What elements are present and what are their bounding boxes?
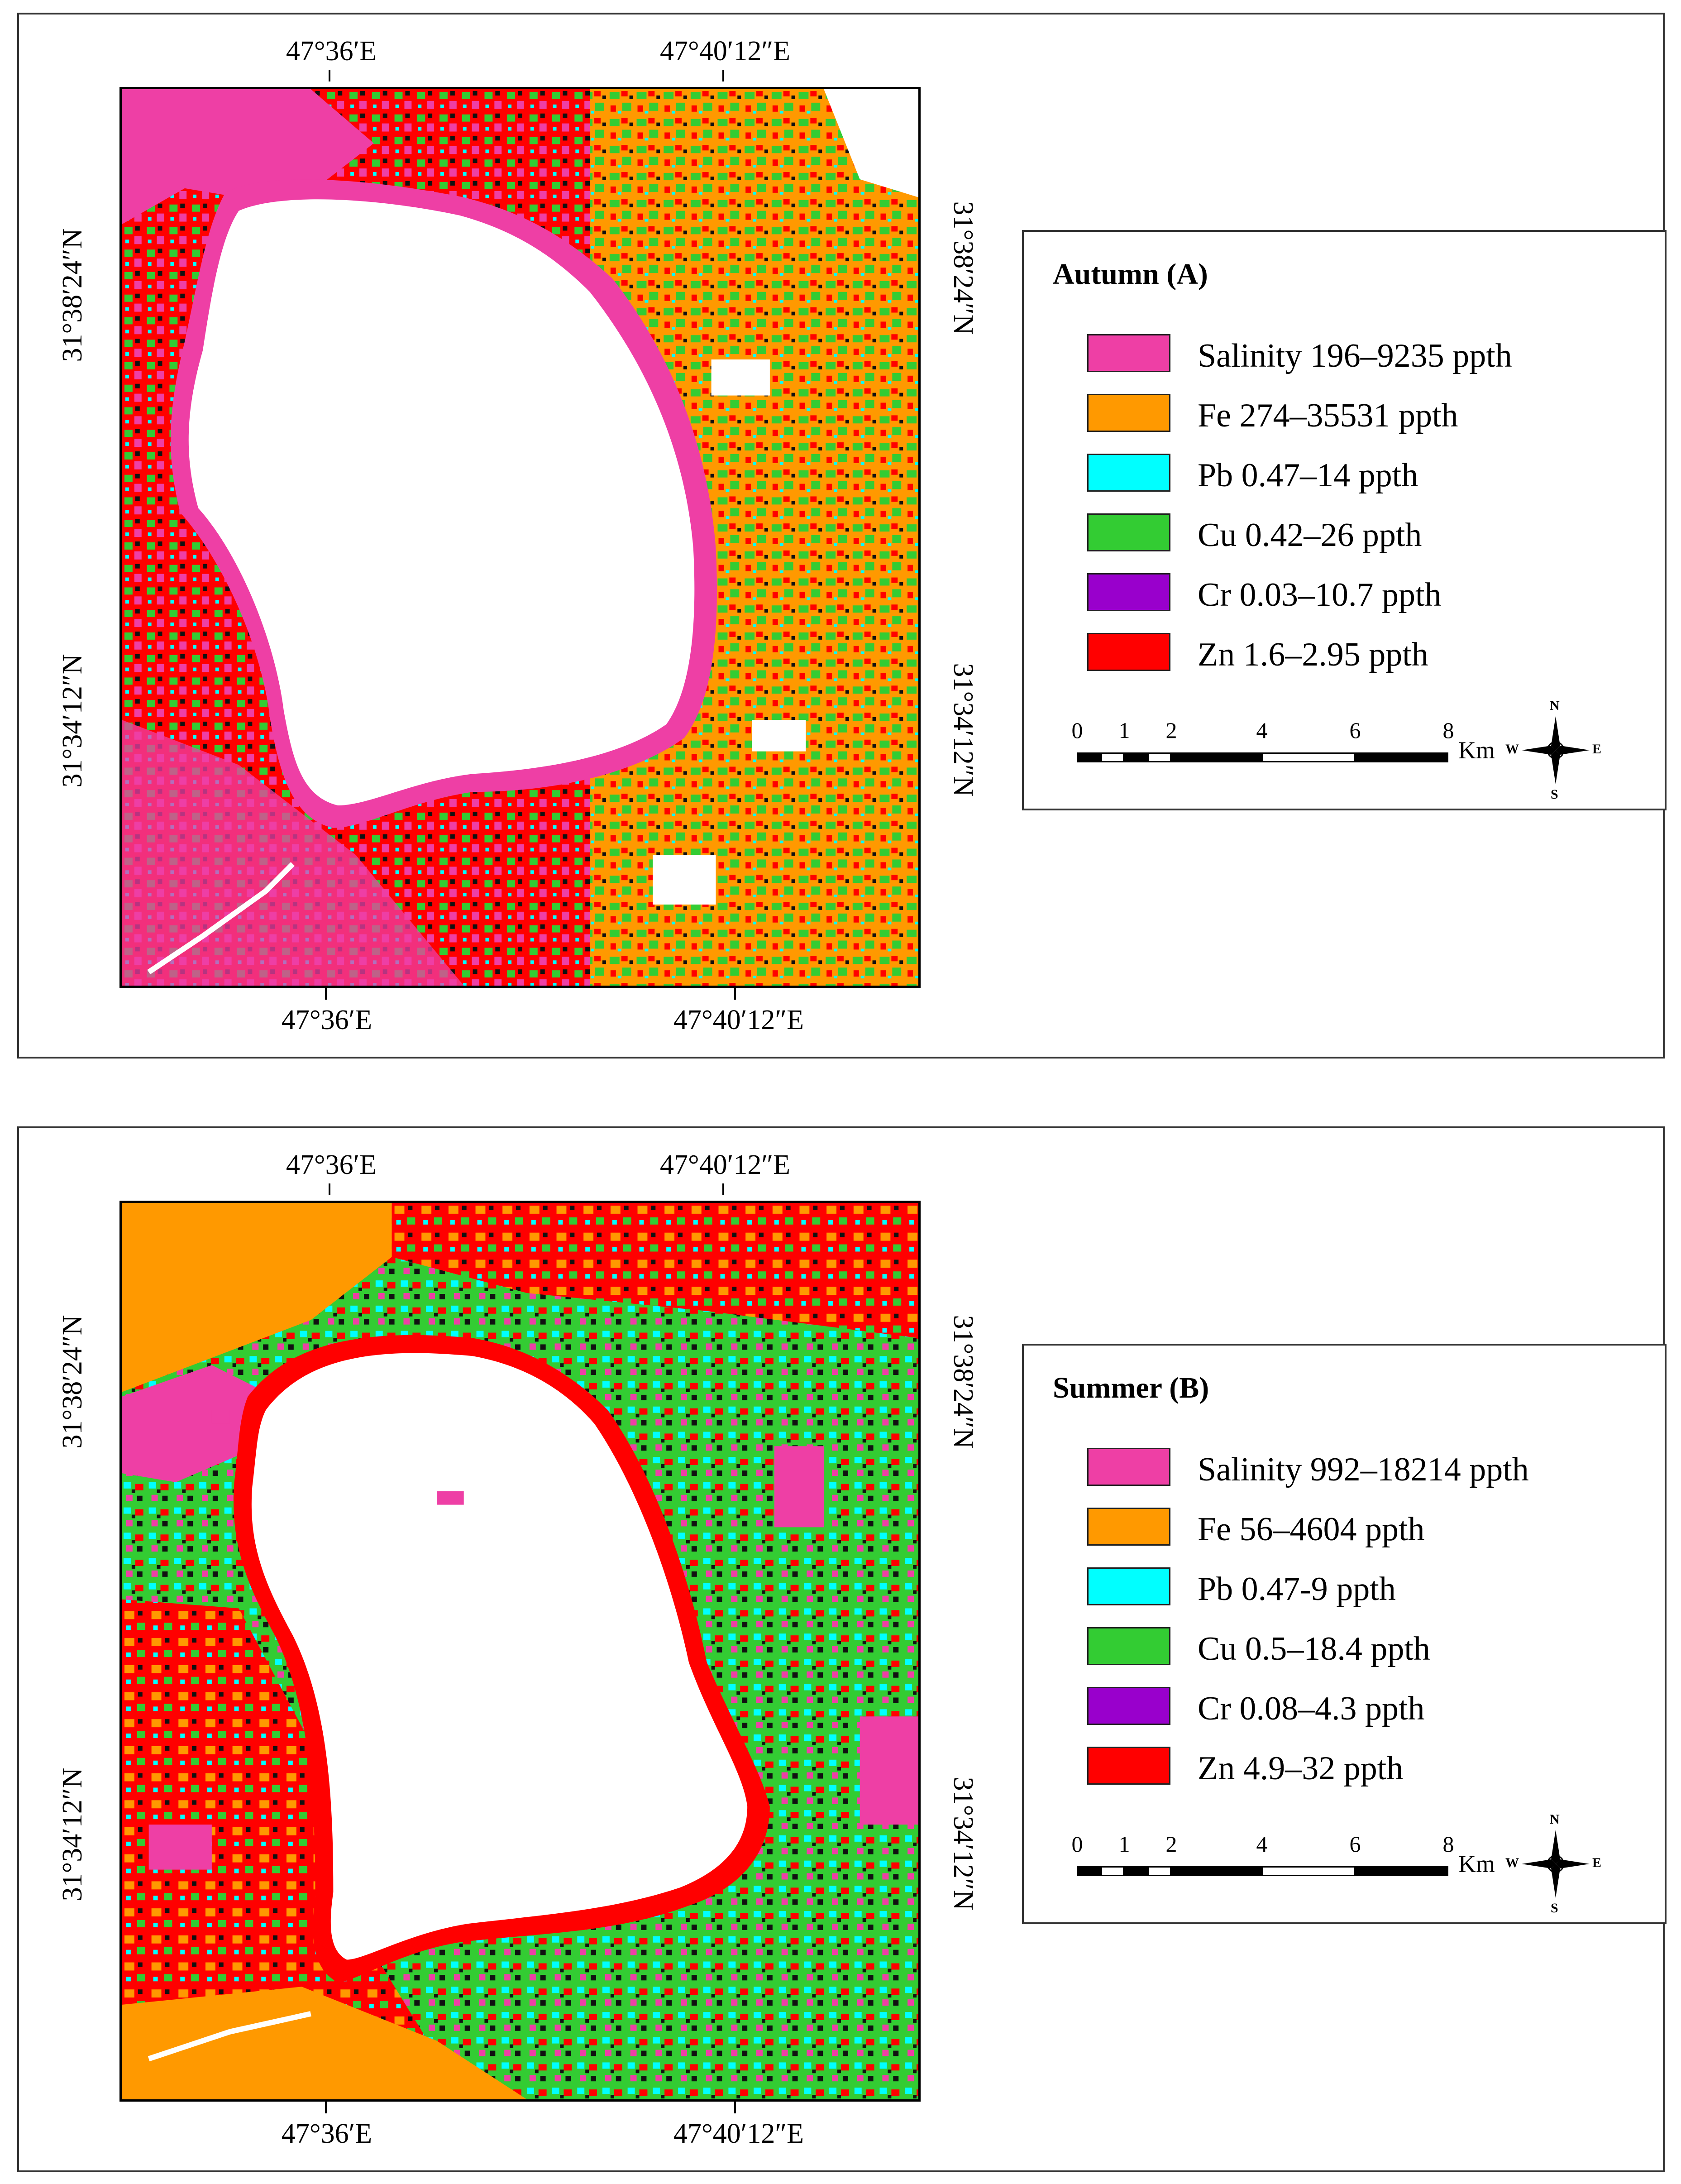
right-lat-label-1: 31°38′24″N (948, 1315, 979, 1449)
legend-autumn: Autumn (A) Salinity 196–9235 ppth Fe 274… (1022, 230, 1667, 810)
legend-title: Summer (B) (1053, 1371, 1209, 1404)
scale-tick-label: 8 (1442, 1831, 1454, 1857)
scale-tick-label: 4 (1256, 1831, 1268, 1857)
legend-label: Cu 0.5–18.4 ppth (1198, 1630, 1430, 1667)
legend-label: Zn 1.6–2.95 ppth (1198, 636, 1428, 673)
scale-tick-label: 1 (1118, 1831, 1130, 1857)
scale-unit: Km (1458, 737, 1495, 764)
right-lat-label-1: 31°38′24″N (948, 201, 979, 335)
scale-tick-label: 4 (1256, 718, 1268, 743)
legend-label: Cr 0.08–4.3 ppth (1198, 1690, 1425, 1727)
tick (325, 988, 327, 1000)
left-lat-label-2: 31°34′12″N (57, 1767, 88, 1901)
compass-n: N (1550, 1812, 1560, 1827)
legend-swatch (1087, 1627, 1170, 1665)
legend-summer: Summer (B) Salinity 992–18214 ppth Fe 56… (1022, 1344, 1667, 1924)
legend-label: Fe 274–35531 ppth (1198, 397, 1458, 434)
panel-autumn: 47°36′E 47°40′12″E 31°38′24″N 31°34′12″N… (17, 13, 1667, 1058)
scale-tick-label: 2 (1165, 1831, 1177, 1857)
tick (325, 2102, 327, 2113)
scale-tick-label: 0 (1071, 1831, 1083, 1857)
scale-bar: 0 1 2 4 6 8 (1072, 1831, 1454, 1879)
north-arrow-icon: N S W E (1505, 698, 1601, 802)
legend-label: Cr 0.03–10.7 ppth (1198, 576, 1442, 613)
map-autumn (119, 87, 921, 988)
top-lon-label-1: 47°36′E (286, 36, 377, 67)
tick (734, 988, 736, 1000)
legend-swatch (1087, 513, 1170, 551)
left-lat-label-2: 31°34′12″N (57, 654, 88, 788)
legend-swatch (1087, 1508, 1170, 1546)
scale-bar: 0 1 2 4 6 8 (1072, 718, 1454, 765)
legend-title: Autumn (A) (1053, 258, 1208, 291)
legend-swatch (1087, 633, 1170, 671)
bottom-lon-label-1: 47°36′E (281, 1005, 372, 1035)
compass-w: W (1505, 742, 1519, 757)
scale-tick-label: 2 (1165, 718, 1177, 743)
right-lat-label-2: 31°34′12″N (948, 663, 979, 797)
bottom-lon-label-2: 47°40′12″E (673, 1005, 804, 1035)
legend-label: Pb 0.47–14 ppth (1198, 457, 1418, 494)
legend-swatch (1087, 394, 1170, 432)
right-lat-label-2: 31°34′12″N (948, 1777, 979, 1911)
legend-swatch (1087, 1567, 1170, 1605)
scale-tick-label: 0 (1071, 718, 1083, 743)
bottom-lon-label-2: 47°40′12″E (673, 2118, 804, 2149)
classification-map-summer (122, 1203, 918, 2099)
tick (329, 70, 330, 81)
legend-label: Zn 4.9–32 ppth (1198, 1750, 1404, 1787)
top-lon-label-2: 47°40′12″E (659, 36, 791, 67)
legend-swatch (1087, 1448, 1170, 1486)
tick (722, 70, 724, 81)
legend-swatch (1087, 1747, 1170, 1785)
legend-swatch (1087, 1687, 1170, 1725)
compass-n: N (1550, 698, 1560, 713)
left-lat-label-1: 31°38′24″N (57, 228, 88, 362)
scale-tick-label: 6 (1349, 718, 1361, 743)
legend-swatch (1087, 334, 1170, 372)
left-lat-label-1: 31°38′24″N (57, 1315, 88, 1449)
compass-w: W (1505, 1855, 1519, 1870)
top-lon-label-1: 47°36′E (286, 1149, 377, 1180)
legend-swatch (1087, 573, 1170, 611)
tick (722, 1183, 724, 1195)
classification-map-autumn (122, 89, 918, 986)
panel-summer: 47°36′E 47°40′12″E 31°38′24″N 31°34′12″N… (17, 1126, 1667, 2172)
compass-e: E (1592, 742, 1602, 757)
top-lon-label-2: 47°40′12″E (659, 1149, 791, 1180)
tick (734, 2102, 736, 2113)
legend-label: Fe 56–4604 ppth (1198, 1511, 1425, 1548)
legend-label: Salinity 992–18214 ppth (1198, 1451, 1529, 1488)
legend-label: Salinity 196–9235 ppth (1198, 337, 1512, 374)
legend-swatch (1087, 454, 1170, 492)
scale-tick-label: 8 (1442, 718, 1454, 743)
compass-s: S (1551, 787, 1558, 802)
bottom-lon-label-1: 47°36′E (281, 2118, 372, 2149)
legend-label: Pb 0.47-9 ppth (1198, 1571, 1396, 1608)
tick (329, 1183, 330, 1195)
scale-tick-label: 1 (1118, 718, 1130, 743)
compass-s: S (1551, 1901, 1558, 1916)
map-summer (119, 1201, 921, 2102)
legend-label: Cu 0.42–26 ppth (1198, 517, 1422, 554)
north-arrow-icon: N S W E (1505, 1812, 1601, 1916)
compass-e: E (1592, 1855, 1602, 1870)
scale-tick-label: 6 (1349, 1831, 1361, 1857)
scale-unit: Km (1458, 1850, 1495, 1877)
